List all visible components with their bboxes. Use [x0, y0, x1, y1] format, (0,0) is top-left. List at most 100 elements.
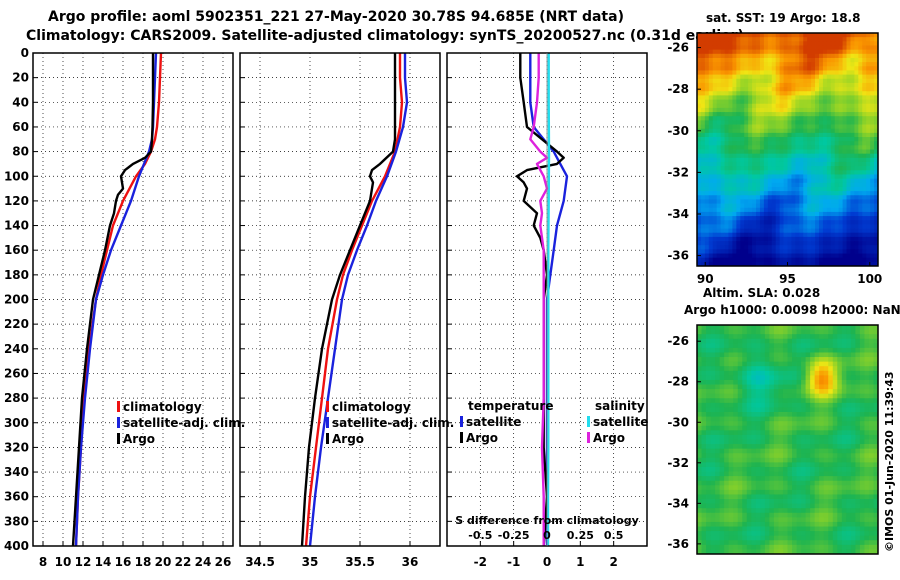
sla-cell [769, 444, 775, 450]
sla-cell [828, 540, 834, 546]
sst-cell [732, 37, 737, 42]
sla-cell [796, 334, 802, 340]
sst-cell [830, 207, 836, 213]
sst-cell [854, 216, 859, 221]
sla-cell [778, 347, 784, 353]
sst-cell [811, 33, 816, 38]
sst-cell [874, 149, 879, 155]
sla-cell [760, 508, 766, 514]
sst-cell [795, 137, 800, 142]
sla-cell [864, 503, 870, 509]
sst-cell [803, 70, 808, 76]
sst-cell [850, 66, 855, 71]
sla-cell [751, 508, 757, 514]
sst-cell [752, 95, 757, 100]
sst-cell [736, 236, 741, 242]
sla-cell [868, 540, 874, 546]
sst-cell [752, 232, 757, 238]
sla-cell [769, 489, 775, 495]
sla-cell [782, 375, 788, 381]
sla-cell [737, 434, 743, 440]
sla-cell [742, 531, 748, 537]
sla-cell [782, 370, 788, 376]
sst-cell [866, 257, 871, 263]
sst-cell [822, 257, 828, 263]
sst-cell [822, 91, 828, 96]
sst-cell [708, 216, 714, 221]
sst-cell [795, 241, 800, 246]
sst-cell [759, 161, 765, 167]
sst-cell [826, 41, 832, 46]
sst-cell [748, 182, 753, 188]
sla-cell [706, 398, 711, 404]
sla-cell [724, 549, 730, 555]
sla-cell [715, 379, 721, 385]
sla-cell [801, 462, 807, 468]
sla-cell [710, 544, 716, 550]
sla-cell [819, 512, 825, 518]
sst-cell [850, 128, 855, 134]
sst-cell [732, 211, 737, 217]
sla-cell [859, 325, 865, 330]
sla-cell [724, 325, 730, 330]
sla-cell [873, 329, 879, 335]
sla-cell [755, 357, 761, 363]
sst-cell [779, 220, 784, 225]
sst-cell [767, 253, 773, 259]
sla-cell [778, 398, 784, 404]
sst-cell [783, 261, 788, 267]
sla-cell [719, 517, 725, 523]
sst-cell [779, 170, 784, 175]
sla-cell [864, 334, 870, 340]
sla-cell [701, 503, 707, 509]
sst-cell [779, 128, 784, 134]
sst-cell [874, 232, 879, 238]
sst-cell [862, 207, 867, 213]
sst-cell [838, 245, 843, 250]
sst-cell [697, 166, 702, 171]
sla-cell [792, 499, 797, 505]
sst-cell [870, 107, 875, 113]
sla-cell [814, 462, 820, 468]
sla-cell [823, 503, 829, 509]
sst-cell [783, 49, 788, 55]
sst-cell [838, 82, 843, 88]
sst-cell [720, 261, 725, 267]
sst-cell [712, 170, 718, 175]
sst-cell [795, 116, 800, 121]
sla-cell [805, 489, 811, 495]
sst-cell [795, 53, 800, 59]
sst-cell [704, 99, 710, 105]
sst-cell [787, 157, 792, 163]
sst-cell [756, 66, 761, 71]
sst-cell [744, 203, 749, 209]
sla-cell [742, 434, 748, 440]
sst-cell [826, 78, 832, 84]
sla-cell [724, 471, 730, 477]
sst-cell [697, 112, 702, 117]
sla-cell [697, 416, 702, 422]
sst-cell [799, 174, 804, 180]
sst-cell [838, 207, 843, 213]
sst-cell [759, 170, 765, 175]
sla-cell [697, 444, 702, 450]
sst-cell [822, 199, 828, 204]
sla-cell [751, 471, 757, 477]
sst-cell [815, 45, 820, 51]
sst-cell [811, 186, 816, 192]
sla-cell [873, 352, 879, 358]
sst-cell [783, 224, 788, 229]
sla-cell [841, 407, 847, 413]
sst-cell [724, 257, 729, 263]
sst-cell [708, 199, 714, 204]
sst-cell [767, 49, 773, 55]
sst-cell [795, 49, 800, 55]
sst-cell [846, 116, 851, 121]
sst-cell [783, 116, 788, 121]
sst-cell [724, 182, 729, 188]
sst-cell [807, 228, 812, 234]
sst-cell [795, 37, 800, 42]
sst-cell [866, 99, 871, 105]
sst-cell [822, 236, 828, 242]
sla-cell [764, 549, 770, 555]
